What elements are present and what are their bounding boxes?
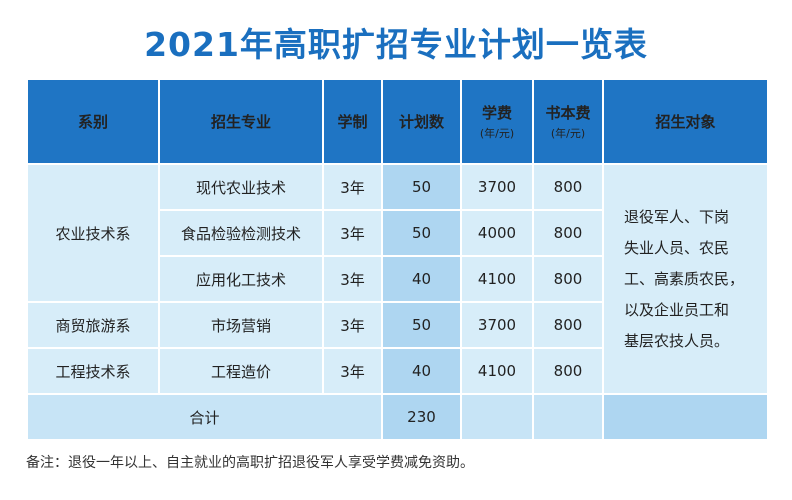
header-target: 招生对象 bbox=[602, 78, 769, 165]
tuition-cell: 3700 bbox=[460, 163, 534, 211]
header-department: 系别 bbox=[26, 78, 160, 165]
tuition-cell: 4000 bbox=[460, 209, 534, 257]
total-label: 合计 bbox=[26, 393, 383, 441]
duration-cell: 3年 bbox=[322, 209, 383, 257]
tuition-cell: 4100 bbox=[460, 255, 534, 303]
books-cell: 800 bbox=[532, 301, 604, 349]
books-cell: 800 bbox=[532, 209, 604, 257]
major-cell: 应用化工技术 bbox=[158, 255, 324, 303]
header-books: 书本费 (年/元) bbox=[532, 78, 604, 165]
table-row: 应用化工技术 3年 40 4100 800 bbox=[27, 255, 768, 303]
footnote: 备注：退役一年以上、自主就业的高职扩招退役军人享受学费减免资助。 bbox=[26, 455, 474, 471]
table-row: 食品检验检测技术 3年 50 4000 800 bbox=[27, 209, 768, 257]
duration-cell: 3年 bbox=[322, 255, 383, 303]
major-cell: 食品检验检测技术 bbox=[158, 209, 324, 257]
plan-cell: 40 bbox=[381, 347, 462, 395]
duration-cell: 3年 bbox=[322, 301, 383, 349]
target-line: 基层农技人员。 bbox=[624, 331, 730, 350]
major-cell: 工程造价 bbox=[158, 347, 324, 395]
header-books-unit: (年/元) bbox=[550, 127, 586, 140]
department-cell: 农业技术系 bbox=[26, 163, 160, 303]
table-row: 农业技术系 现代农业技术 3年 50 3700 800 退役军人、下岗 失业人员… bbox=[26, 163, 769, 395]
header-major: 招生专业 bbox=[158, 78, 324, 165]
plan-cell: 50 bbox=[381, 209, 462, 257]
books-cell: 800 bbox=[532, 347, 604, 395]
plan-cell: 50 bbox=[381, 163, 462, 211]
duration-cell: 3年 bbox=[322, 347, 383, 395]
major-cell: 市场营销 bbox=[158, 301, 324, 349]
header-tuition-unit: (年/元) bbox=[479, 127, 515, 140]
target-line: 退役军人、下岗 bbox=[624, 207, 730, 226]
target-line: 失业人员、农民 bbox=[624, 238, 730, 257]
books-cell: 800 bbox=[532, 255, 604, 303]
tuition-cell: 3700 bbox=[460, 301, 534, 349]
header-row: 系别 招生专业 学制 计划数 学费 (年/元) 书本费 (年/元) 招生对象 bbox=[26, 78, 769, 165]
plan-cell: 50 bbox=[381, 301, 462, 349]
total-books-empty bbox=[532, 393, 604, 441]
total-row: 合计 230 bbox=[26, 393, 769, 441]
major-cell: 现代农业技术 bbox=[158, 163, 324, 211]
target-cell: 退役军人、下岗 失业人员、农民 工、高素质农民， 以及企业员工和 基层农技人员。 bbox=[602, 163, 769, 395]
header-tuition-label: 学费 bbox=[481, 104, 512, 122]
tuition-cell: 4100 bbox=[460, 347, 534, 395]
plan-cell: 40 bbox=[381, 255, 462, 303]
department-cell: 工程技术系 bbox=[26, 347, 160, 395]
department-cell: 商贸旅游系 bbox=[26, 301, 160, 349]
header-plan: 计划数 bbox=[381, 78, 462, 165]
enrollment-plan-table: 系别 招生专业 学制 计划数 学费 (年/元) 书本费 (年/元) 招生对象 农业技… bbox=[26, 78, 769, 441]
target-line: 工、高素质农民， bbox=[624, 269, 745, 288]
page-title: 2021年高职扩招专业计划一览表 bbox=[144, 25, 648, 64]
header-duration: 学制 bbox=[322, 78, 383, 165]
books-cell: 800 bbox=[532, 163, 604, 211]
header-books-label: 书本费 bbox=[545, 104, 591, 122]
header-tuition: 学费 (年/元) bbox=[460, 78, 534, 165]
table-row: 商贸旅游系 市场营销 3年 50 3700 800 bbox=[26, 301, 768, 349]
total-target-empty bbox=[602, 393, 769, 441]
table-row: 工程技术系 工程造价 3年 40 4100 800 bbox=[26, 347, 768, 395]
total-tuition-empty bbox=[460, 393, 534, 441]
total-plan: 230 bbox=[381, 393, 462, 441]
duration-cell: 3年 bbox=[322, 163, 383, 211]
target-line: 以及企业员工和 bbox=[624, 300, 730, 319]
